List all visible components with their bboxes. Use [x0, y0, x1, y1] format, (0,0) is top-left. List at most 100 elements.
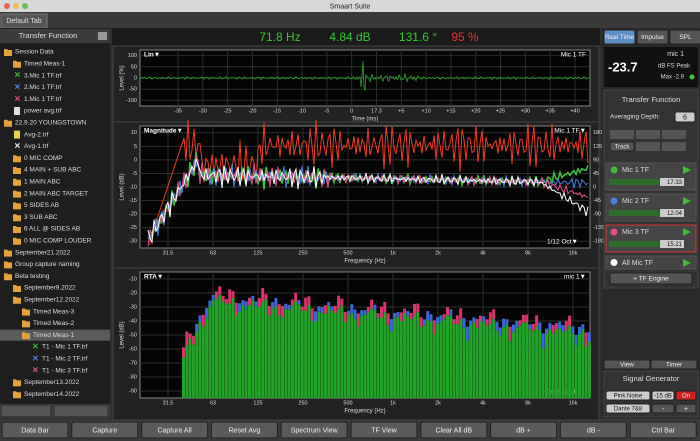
rta-band [343, 322, 347, 398]
rta-band-peak [294, 292, 298, 302]
folder-icon [4, 119, 12, 127]
rta-band [248, 305, 251, 398]
rta-band-peak [465, 326, 469, 341]
rta-band-peak [564, 320, 568, 331]
rta-band-peak [271, 302, 275, 309]
rta-band-peak [261, 287, 265, 303]
level-down[interactable] [651, 403, 675, 414]
command-button[interactable] [490, 421, 558, 439]
rta-band-peak [264, 294, 268, 300]
generator-toggle[interactable] [675, 390, 697, 401]
output-select[interactable] [605, 403, 651, 414]
command-button[interactable] [420, 421, 488, 439]
rta-band [241, 305, 245, 398]
delete-button[interactable] [55, 406, 107, 416]
rta-band [545, 334, 548, 398]
tree-item: September14.2022 [24, 391, 80, 398]
track-button[interactable] [609, 141, 635, 152]
tree-item: 2 MAIN ABC TARGET [24, 190, 88, 197]
rta-band-peak [469, 320, 473, 325]
tool-button[interactable] [662, 142, 686, 151]
rta-band [568, 326, 572, 398]
rta-band [188, 338, 192, 398]
engine-led [610, 228, 618, 236]
engine-play[interactable] [683, 259, 691, 267]
rta-band-peak [502, 318, 506, 328]
command-button[interactable] [629, 421, 697, 439]
command-button[interactable] [1, 421, 69, 439]
engine-play[interactable] [683, 197, 691, 205]
level-down-label: - [662, 406, 665, 413]
level-field[interactable] [651, 390, 675, 401]
command-button[interactable] [71, 421, 139, 439]
rta-band [541, 348, 545, 398]
rta-band [551, 332, 555, 398]
x-tick-label: +25 [496, 108, 505, 114]
meter-unit: dB FS Peak [658, 64, 691, 70]
command-button-label: Reset Avg [229, 427, 261, 434]
close-button[interactable] [4, 3, 10, 9]
y-tick-label: -10 [129, 184, 137, 190]
mode-button[interactable] [603, 29, 636, 45]
view-button[interactable] [650, 359, 698, 370]
x-tick-label: 1k [390, 400, 396, 406]
rta-band-peak [238, 303, 242, 312]
x-tick-label: 63 [210, 250, 216, 256]
sidebar-menu[interactable] [98, 32, 107, 40]
signal-select[interactable] [605, 390, 651, 401]
command-button[interactable] [141, 421, 209, 439]
x-tick-label: 31.5 [163, 400, 174, 406]
rta-band [584, 346, 588, 398]
transport-button[interactable] [662, 130, 686, 139]
y-tick-label: -50 [129, 332, 137, 338]
meter-input: mic 1 [667, 51, 684, 58]
command-button[interactable] [559, 421, 627, 439]
rta-band-peak [337, 295, 341, 310]
y-tick-label: 0 [134, 75, 137, 81]
add-engine-button[interactable] [609, 272, 693, 285]
rta-band-peak [396, 312, 400, 317]
readout-value: 95 % [451, 30, 479, 44]
rta-band-peak [462, 317, 466, 328]
transport-button[interactable] [636, 130, 660, 139]
rta-band-peak [545, 328, 548, 335]
phase-tick-label: -180 [593, 239, 604, 245]
tool-button[interactable] [636, 142, 660, 151]
minimize-button[interactable] [13, 3, 19, 9]
engine-play[interactable] [683, 228, 691, 236]
averaging-select[interactable] [674, 111, 696, 123]
command-button[interactable] [280, 421, 348, 439]
view-button[interactable] [603, 359, 651, 370]
engine-play[interactable] [683, 166, 691, 174]
level-up[interactable] [675, 403, 697, 414]
tree-item: Avg-1.trf [24, 143, 49, 150]
folder-icon [13, 391, 21, 399]
x-tick-label: +30 [521, 108, 530, 114]
rta-band [294, 301, 298, 398]
window-title: Smaart Suite [330, 3, 371, 10]
command-button-label: Data Bar [21, 427, 49, 434]
rta-band-peak [455, 315, 459, 325]
rta-band [330, 310, 334, 398]
info-button[interactable] [2, 406, 50, 416]
rta-band-peak [366, 307, 370, 313]
rta-band [264, 299, 268, 398]
rta-band-peak [274, 297, 278, 307]
panel-title: Signal Generator [623, 374, 680, 383]
mode-button[interactable] [669, 29, 700, 45]
rta-band [353, 318, 357, 398]
command-button[interactable] [210, 421, 278, 439]
rta-band-peak [267, 305, 271, 316]
rta-band-peak [205, 307, 209, 319]
transport-button[interactable] [610, 130, 634, 139]
zoom-button[interactable] [22, 3, 28, 9]
y-axis-label: Level (dB) [120, 173, 126, 200]
rta-band-peak [211, 294, 215, 301]
rta-band-peak [304, 297, 308, 311]
command-button[interactable] [350, 421, 418, 439]
folder-icon [13, 285, 21, 292]
rta-band [274, 306, 278, 398]
engine-led [610, 197, 618, 205]
mode-button[interactable] [636, 29, 669, 45]
rta-band-peak [327, 301, 331, 306]
